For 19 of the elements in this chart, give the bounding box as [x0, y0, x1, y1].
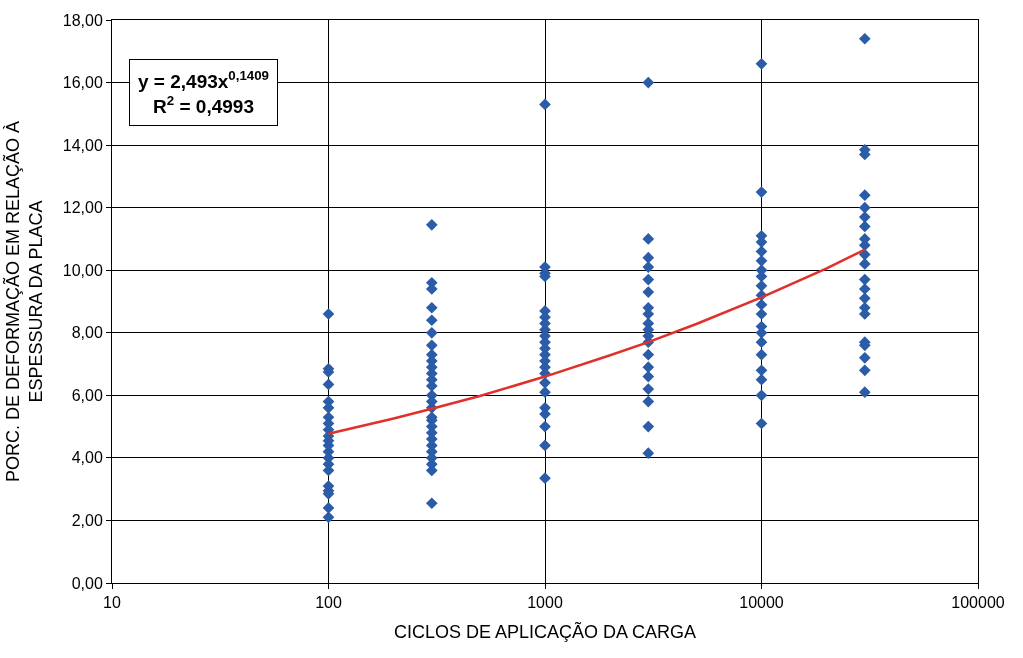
annotation: y = 2,493x$^{0,1409}$	[138, 68, 270, 92]
y-tick-label: 18,00	[62, 11, 103, 29]
y-tick-label: 10,00	[62, 261, 103, 279]
y-tick-label: 8,00	[71, 324, 103, 342]
annotation: R$^{2}$ = 0,4993	[153, 92, 254, 117]
y-tick-label: 16,00	[62, 74, 103, 92]
x-tick-label: 100	[315, 594, 342, 612]
y-tick-label: 6,00	[71, 386, 103, 404]
x-tick-label: 10000	[739, 594, 784, 612]
x-axis-title: CICLOS DE APLICAÇÃO DA CARGA	[393, 621, 697, 643]
y-tick-label: 12,00	[62, 199, 103, 217]
x-tick-label: 10	[103, 594, 121, 612]
y-tick-label: 0,00	[71, 574, 103, 592]
y-axis-title: PORC. DE DEFORMAÇÃO EM RELAÇÃO À ESPESSURA DA PLACA	[1, 120, 46, 483]
y-tick-label: 4,00	[71, 449, 103, 467]
x-tick-label: 1000	[527, 594, 563, 612]
y-tick-label: 14,00	[62, 136, 103, 154]
x-tick-label: 100000	[951, 594, 1005, 612]
y-tick-label: 2,00	[71, 512, 103, 530]
